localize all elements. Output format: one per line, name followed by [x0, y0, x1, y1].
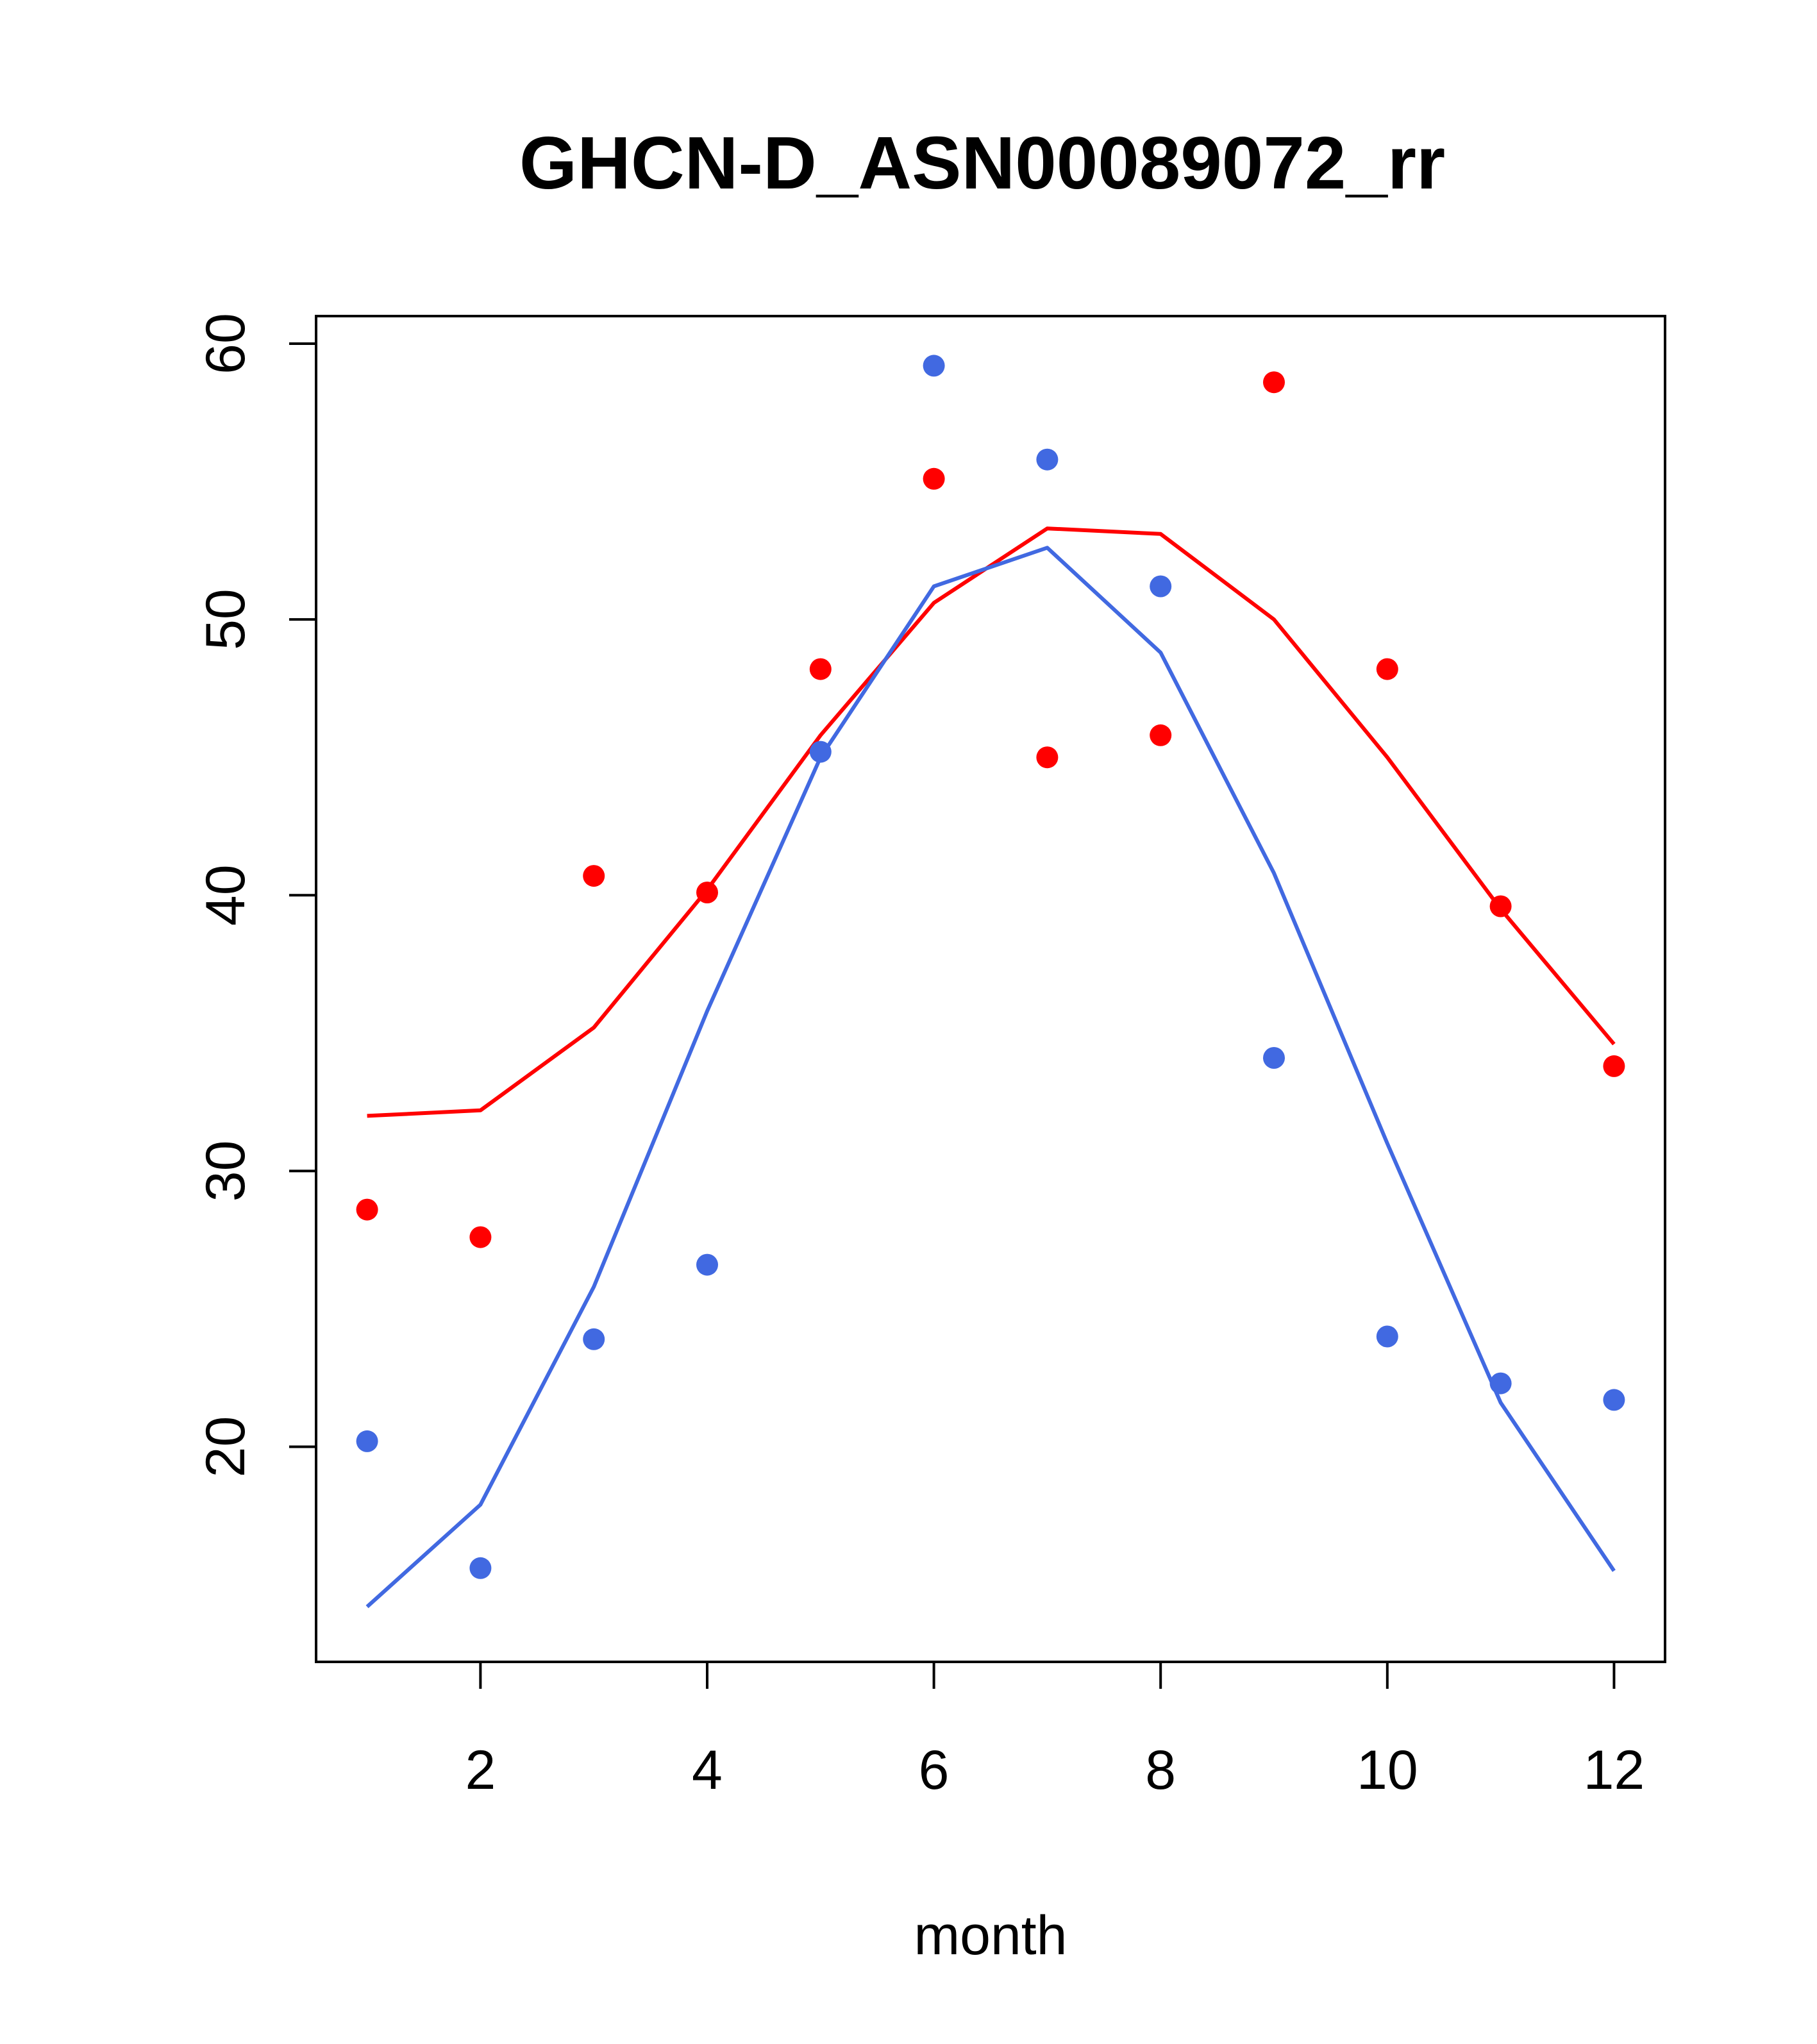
- x-tick-label: 4: [692, 1739, 723, 1801]
- x-tick-label: 2: [465, 1739, 496, 1801]
- y-tick-label: 60: [195, 313, 256, 374]
- series-1-point: [696, 882, 718, 903]
- series-1-point: [583, 865, 605, 887]
- chart-title: GHCN-D_ASN00089072_rr: [519, 121, 1445, 205]
- series-2-point: [923, 355, 945, 377]
- series-2-point: [583, 1328, 605, 1350]
- series-2-point: [696, 1253, 718, 1276]
- series-2-point: [1263, 1047, 1285, 1069]
- series-2-line: [365, 546, 1616, 1609]
- plot-frame: [315, 315, 1666, 1663]
- x-tick-label: 6: [919, 1739, 950, 1801]
- series-1-point: [1489, 895, 1512, 917]
- y-tick-label: 50: [195, 589, 256, 650]
- plot-layer: [356, 355, 1625, 1609]
- x-tick-label: 10: [1357, 1739, 1418, 1801]
- x-axis: 2 4 6 8 10 12: [465, 1662, 1645, 1801]
- x-tick-label: 12: [1584, 1739, 1645, 1801]
- series-1-point: [923, 467, 945, 490]
- series-1-point: [1376, 658, 1398, 680]
- series-2-point: [809, 741, 832, 763]
- y-axis: 20 30 40 50 60: [195, 313, 316, 1477]
- series-2-point: [1376, 1325, 1398, 1348]
- series-2-point: [469, 1557, 492, 1579]
- series-1-point: [1263, 371, 1285, 394]
- y-tick-label: 40: [195, 864, 256, 926]
- x-axis-title: month: [914, 1905, 1067, 1966]
- series-1-point: [1603, 1055, 1625, 1077]
- series-1-line: [367, 526, 1616, 1118]
- series-1-point: [469, 1226, 492, 1248]
- series-2-point: [1603, 1389, 1625, 1411]
- series-1-point: [1036, 746, 1059, 769]
- y-tick-label: 30: [195, 1141, 256, 1202]
- series-1-point: [356, 1198, 378, 1221]
- series-2-point: [1150, 575, 1172, 598]
- series-2-point: [356, 1430, 378, 1452]
- series-2-point: [1036, 448, 1059, 471]
- x-tick-label: 8: [1145, 1739, 1176, 1801]
- series-2-point: [1489, 1372, 1512, 1395]
- series-1-point: [1150, 724, 1172, 746]
- y-tick-label: 20: [195, 1416, 256, 1478]
- series-1-point: [809, 658, 832, 680]
